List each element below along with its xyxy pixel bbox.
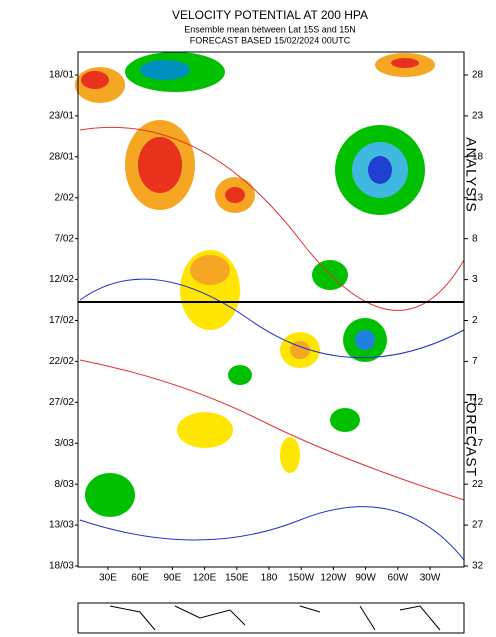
x-tick-label: 120W xyxy=(320,573,347,584)
x-tick-label: 180 xyxy=(261,573,278,584)
y2-tick-label: 12 xyxy=(472,397,484,408)
y2-tick-label: 27 xyxy=(472,520,484,531)
y2-tick-label: 2 xyxy=(472,315,478,326)
chart-subtitle: Ensemble mean between Lat 15S and 15N xyxy=(184,24,356,34)
y-tick-label: 12/02 xyxy=(49,274,74,285)
y2-tick-label: 17 xyxy=(472,438,484,449)
y2-tick-label: 32 xyxy=(472,561,484,572)
y-tick-label: 22/02 xyxy=(49,356,74,367)
y-tick-label: 27/02 xyxy=(49,397,74,408)
x-tick-label: 90E xyxy=(164,573,182,584)
analysis-label: ANALYSIS xyxy=(463,137,479,212)
x-tick-label: 90W xyxy=(355,573,376,584)
contour-field xyxy=(75,52,465,561)
x-tick-label: 150W xyxy=(288,573,315,584)
y-tick-label: 18/03 xyxy=(49,561,74,572)
y-tick-label: 13/03 xyxy=(49,520,74,531)
x-tick-label: 150E xyxy=(225,573,249,584)
x-tick-label: 30E xyxy=(99,573,117,584)
forecast-note: FORECAST BASED 15/02/2024 00UTC xyxy=(190,35,351,45)
y2-tick-label: 8 xyxy=(472,233,478,244)
y2-tick-label: 13 xyxy=(472,192,484,203)
x-tick-label: 60E xyxy=(131,573,149,584)
y-tick-label: 8/03 xyxy=(55,479,75,490)
forecast-label: FORECAST xyxy=(463,393,479,477)
y-tick-label: 2/02 xyxy=(55,192,75,203)
y-tick-label: 17/02 xyxy=(49,315,74,326)
y-tick-label: 3/03 xyxy=(55,438,75,449)
y-tick-label: 23/01 xyxy=(49,111,74,122)
map-strip xyxy=(77,602,465,634)
y2-tick-label: 7 xyxy=(472,356,478,367)
y2-tick-label: 28 xyxy=(472,70,484,81)
plot-frame xyxy=(77,51,465,568)
x-tick-label: 120E xyxy=(193,573,217,584)
x-tick-label: 60W xyxy=(388,573,409,584)
y2-tick-label: 3 xyxy=(472,274,478,285)
y-tick-label: 28/01 xyxy=(49,151,74,162)
y-tick-label: 7/02 xyxy=(55,233,75,244)
chart-title: VELOCITY POTENTIAL AT 200 HPA xyxy=(172,8,368,22)
y2-tick-label: 23 xyxy=(472,111,484,122)
y2-tick-label: 18 xyxy=(472,151,484,162)
y2-tick-label: 22 xyxy=(472,479,484,490)
x-tick-label: 30W xyxy=(420,573,441,584)
y-tick-label: 18/01 xyxy=(49,70,74,81)
